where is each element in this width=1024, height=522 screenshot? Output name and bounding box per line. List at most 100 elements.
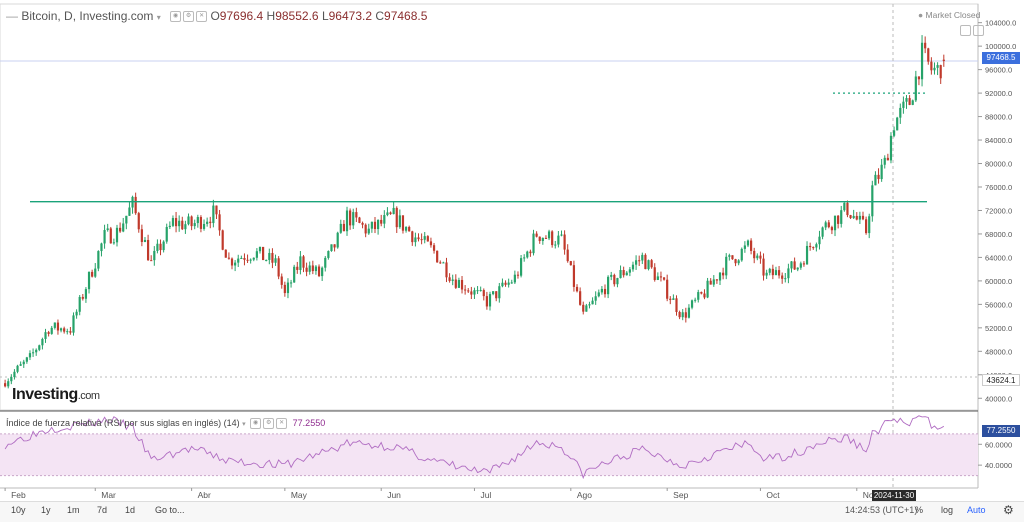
candle-body: [827, 222, 830, 228]
candle-body: [370, 221, 373, 229]
candle-body: [445, 262, 448, 278]
candle-body: [510, 282, 513, 284]
candle-body: [837, 215, 840, 224]
symbol-title[interactable]: Bitcoin, D, Investing.com: [21, 9, 154, 23]
candle-body: [193, 223, 196, 227]
scale-toggle-icon[interactable]: [960, 25, 971, 37]
candle-body: [880, 164, 883, 180]
settings-icon[interactable]: ⚙: [183, 11, 195, 23]
candle-body: [557, 235, 560, 245]
high-value: 98552.6: [275, 9, 319, 23]
rsi-tick-label: 40.0000: [985, 461, 1012, 470]
candle-body: [647, 260, 650, 270]
rsi-settings-icon[interactable]: ⚙: [263, 418, 275, 430]
y-tick-label: 92000.0: [985, 89, 1012, 98]
eye-icon[interactable]: ◉: [170, 11, 182, 23]
price-pane-frame: [0, 3, 979, 411]
candle-body: [261, 246, 265, 261]
auto-toggle[interactable]: Auto: [967, 505, 986, 515]
candle-body: [464, 289, 467, 291]
timeframe-1y[interactable]: 1y: [41, 505, 51, 515]
scale-lock-icon[interactable]: [973, 25, 984, 37]
candle-body: [221, 230, 224, 250]
candle-body: [687, 307, 691, 318]
y-tick-label: 40000.0: [985, 394, 1012, 403]
candle-body: [143, 239, 147, 242]
candle-body: [659, 276, 663, 278]
close-icon[interactable]: ✕: [196, 11, 208, 23]
candle-body: [336, 232, 339, 248]
candle-body: [790, 261, 793, 269]
candle-body: [547, 231, 551, 239]
candle-body: [361, 222, 364, 225]
last-price-tag: 97468.5: [982, 52, 1020, 64]
collapse-icon[interactable]: —: [6, 9, 18, 23]
timeframe-1d[interactable]: 1d: [125, 505, 136, 515]
candle-body: [271, 252, 274, 263]
candle-body: [16, 365, 19, 372]
candle-body: [768, 268, 771, 273]
candle-body: [122, 223, 125, 232]
goto-button[interactable]: Go to...: [155, 505, 185, 515]
candle-body: [607, 276, 610, 295]
y-tick-label: 84000.0: [985, 136, 1012, 145]
candle-body: [324, 257, 327, 268]
candle-body: [302, 256, 305, 268]
header-controls: ◉ ⚙ ✕: [168, 9, 210, 23]
candle-body: [87, 271, 91, 290]
timeframe-7d[interactable]: 7d: [97, 505, 108, 515]
candle-body: [411, 231, 414, 243]
scale-controls: [958, 22, 984, 40]
candle-body: [597, 292, 600, 297]
candle-body: [255, 251, 258, 258]
candle-body: [840, 210, 843, 224]
candle-body: [690, 300, 694, 308]
candle-body: [150, 260, 153, 262]
candle-body: [41, 338, 44, 346]
candle-body: [432, 245, 436, 251]
candle-body: [802, 263, 806, 265]
candle-body: [19, 364, 22, 366]
candle-body: [100, 243, 103, 252]
candle-body: [467, 290, 470, 292]
candle-body: [902, 101, 905, 108]
candle-body: [544, 237, 548, 239]
candle-body: [905, 98, 908, 102]
candle-body: [296, 266, 299, 270]
candle-body: [448, 277, 451, 281]
percent-toggle[interactable]: %: [915, 505, 924, 515]
status-dot-icon: ●: [918, 10, 924, 20]
candle-body: [66, 331, 69, 333]
candle-body: [917, 76, 921, 80]
candle-body: [63, 328, 66, 332]
candle-body: [914, 76, 917, 101]
x-tick-label: Feb: [11, 490, 26, 500]
candle-body: [488, 294, 492, 307]
candle-body: [532, 233, 535, 254]
rsi-eye-icon[interactable]: ◉: [250, 418, 262, 430]
timeframe-1m[interactable]: 1m: [67, 505, 80, 515]
candle-body: [358, 217, 361, 223]
candle-body: [830, 227, 834, 231]
candle-body: [588, 304, 591, 306]
candle-body: [243, 257, 246, 260]
candle-body: [439, 262, 442, 264]
candle-body: [793, 261, 796, 270]
settings-gear-icon[interactable]: ⚙: [1003, 503, 1014, 517]
candle-body: [137, 213, 140, 230]
candle-body: [252, 257, 255, 260]
candle-body: [115, 227, 119, 243]
candle-body: [582, 304, 585, 312]
log-toggle[interactable]: log: [941, 505, 954, 515]
rsi-dropdown-icon[interactable]: ▾: [242, 421, 246, 428]
candle-body: [821, 227, 824, 237]
timeframe-10y[interactable]: 10y: [11, 505, 26, 515]
rsi-close-icon[interactable]: ✕: [276, 418, 288, 430]
candle-body: [414, 237, 417, 243]
rsi-title[interactable]: Índice de fuerza relativa (RSI por sus s…: [6, 418, 240, 428]
candle-body: [675, 298, 678, 312]
candle-body: [59, 328, 63, 331]
symbol-dropdown-icon[interactable]: ▾: [156, 13, 161, 22]
candle-body: [892, 130, 896, 136]
